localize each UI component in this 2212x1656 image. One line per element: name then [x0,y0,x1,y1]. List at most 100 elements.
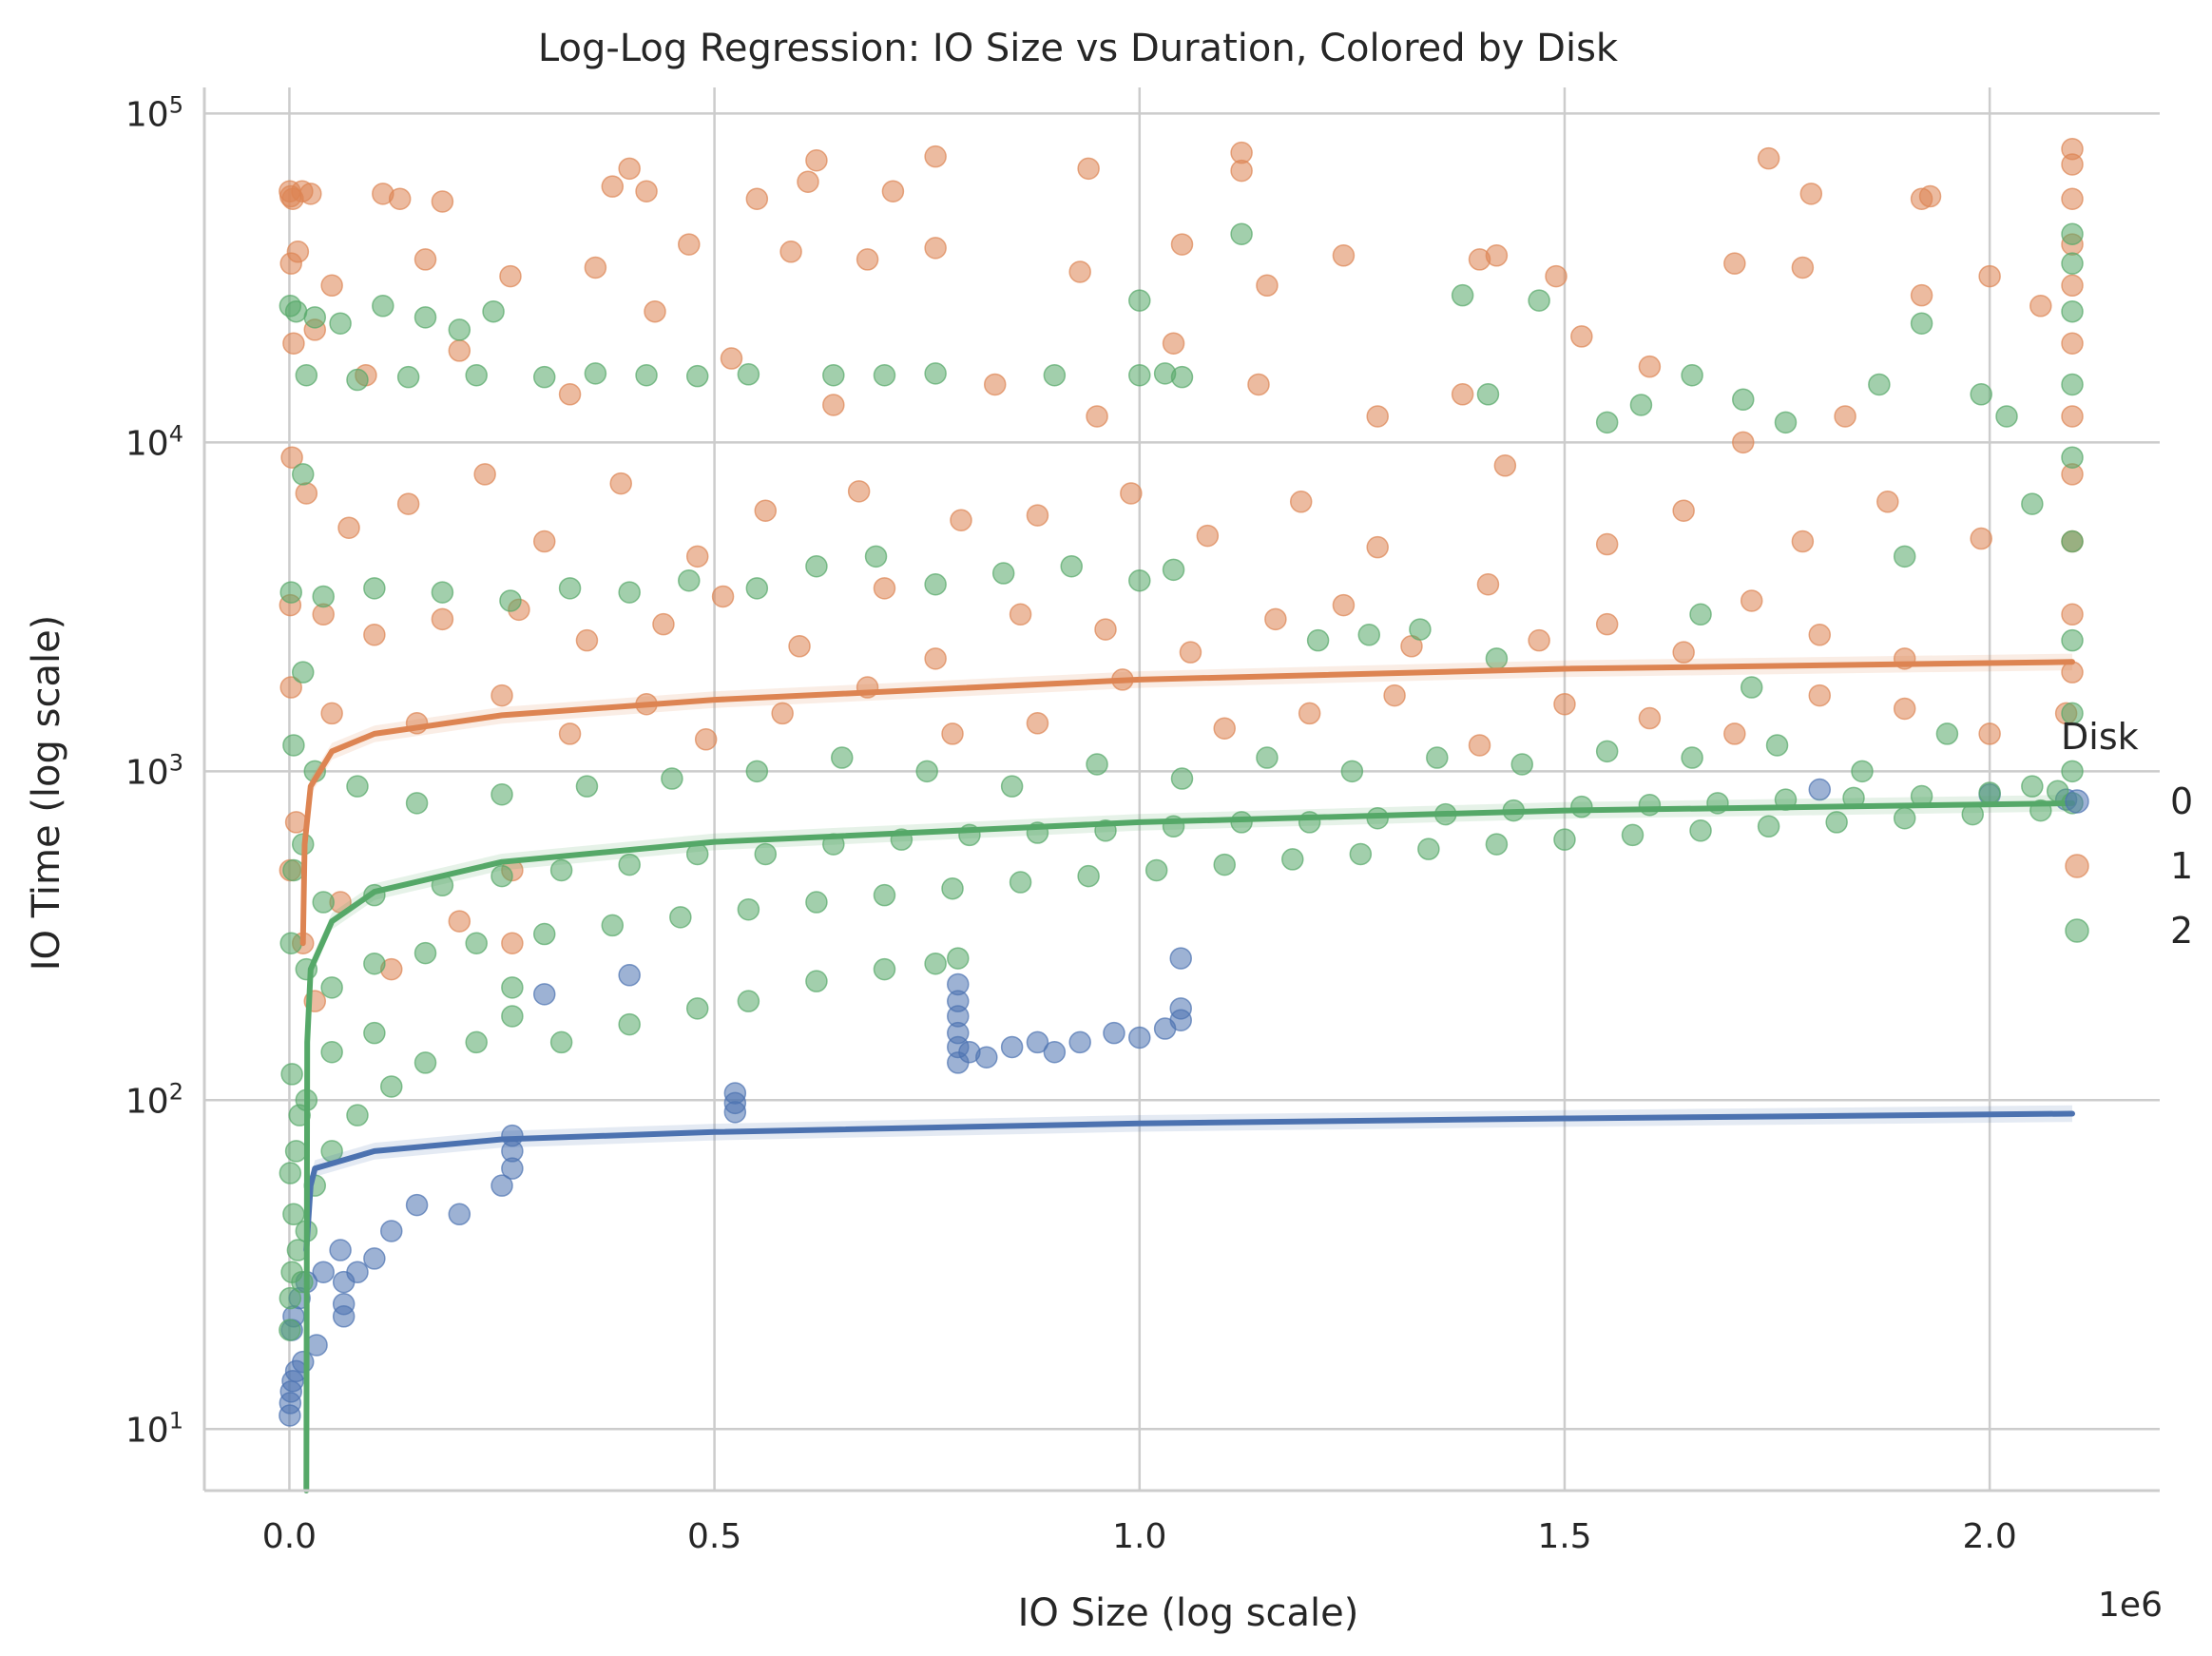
point-disk-2-1 [284,299,308,323]
point-disk-0-19 [405,1193,429,1217]
point-disk-1-4 [299,183,322,205]
point-disk-2-125 [941,876,964,900]
point-disk-1-129 [1893,697,1916,721]
point-disk-2-80 [1681,746,1703,769]
point-disk-2-30 [1774,411,1798,434]
point-disk-1-123 [1383,684,1406,707]
point-disk-1-127 [1723,722,1746,745]
point-disk-0-37 [1026,1030,1049,1054]
point-disk-2-7 [482,299,505,323]
point-disk-2-45 [678,568,701,592]
point-disk-1-82 [1791,530,1815,553]
point-disk-2-12 [532,365,556,389]
y-tick-label-2: 103 [125,749,183,792]
point-disk-0-11 [363,1247,386,1270]
point-disk-1-97 [1094,618,1117,641]
point-disk-2-5 [414,306,437,329]
y-tick-label-3: 104 [125,420,183,463]
point-disk-2-153 [737,990,760,1012]
point-disk-2-132 [1417,838,1440,860]
point-disk-2-165 [346,1104,369,1126]
point-disk-1-71 [754,499,778,522]
point-disk-2-135 [1621,823,1645,847]
point-disk-2-50 [991,562,1015,585]
point-disk-2-28 [1476,383,1500,406]
y-tick-label-1: 102 [125,1078,183,1121]
point-disk-2-49 [924,573,947,596]
point-disk-1-58 [1570,325,1593,348]
point-disk-1-70 [685,545,709,568]
point-disk-1-118 [941,722,964,745]
point-disk-2-150 [549,1030,573,1054]
point-disk-2-8 [295,363,318,387]
point-disk-2-179 [2061,446,2084,469]
point-disk-2-124 [873,883,896,907]
point-disk-2-168 [279,1286,302,1310]
point-disk-1-115 [694,728,718,751]
point-disk-2-65 [405,792,429,815]
point-disk-2-52 [1128,568,1151,592]
regression-line-disk-2 [303,799,2075,1493]
point-disk-1-107 [1808,624,1832,646]
point-disk-1-60 [1732,431,1755,454]
point-disk-1-67 [473,463,496,486]
point-disk-2-18 [873,363,896,387]
point-disk-1-125 [1553,692,1576,716]
point-disk-1-95 [924,647,947,670]
point-disk-1-75 [1120,482,1143,505]
point-disk-1-119 [1026,712,1049,735]
point-disk-0-8 [332,1292,356,1316]
point-disk-2-84 [2021,775,2044,798]
point-disk-2-44 [618,581,641,604]
point-disk-2-56 [1409,618,1432,641]
point-disk-2-78 [1510,753,1533,776]
point-disk-1-63 [280,446,303,469]
x-tick-label-2: 1.0 [1112,1517,1166,1556]
point-disk-1-100 [1332,593,1356,617]
legend-marker-1 [2065,854,2089,878]
point-disk-1-110 [320,702,343,725]
point-disk-2-183 [2061,760,2084,783]
point-disk-2-133 [1485,833,1509,856]
point-disk-1-32 [924,237,947,260]
point-disk-1-68 [532,530,556,553]
point-disk-2-19 [924,362,947,385]
point-disk-2-24 [1230,222,1253,245]
chart-title: Log-Log Regression: IO Size vs Duration,… [538,27,1619,70]
point-disk-2-14 [635,363,658,387]
point-disk-0-33 [947,972,970,996]
point-disk-2-138 [1825,811,1848,834]
point-disk-1-147 [2061,405,2084,428]
point-disk-1-53 [1086,405,1108,428]
point-disk-0-35 [975,1046,998,1069]
point-disk-2-47 [805,554,828,578]
point-disk-2-11 [465,363,488,387]
point-disk-1-39 [1545,264,1568,288]
point-disk-1-43 [1978,264,2001,288]
point-disk-1-36 [1332,244,1356,267]
point-disk-2-29 [1629,394,1653,416]
point-disk-2-118 [465,932,488,954]
point-disk-2-23 [1170,365,1194,389]
point-disk-2-142 [280,1063,303,1086]
point-disk-2-43 [558,577,582,600]
point-disk-2-67 [575,775,599,798]
point-disk-2-17 [822,363,845,387]
point-disk-1-48 [558,383,582,406]
point-disk-1-13 [805,149,828,172]
point-disk-1-145 [2061,274,2084,298]
legend-marker-2 [2065,918,2089,943]
point-disk-1-62 [2029,295,2052,318]
point-disk-2-38 [279,581,302,604]
point-disk-2-40 [363,577,386,600]
point-disk-2-151 [618,1012,641,1036]
point-disk-2-39 [312,585,335,608]
point-disk-1-10 [635,180,658,202]
point-disk-1-30 [779,241,802,263]
point-disk-1-44 [282,332,305,355]
point-disk-2-117 [414,941,437,965]
point-disk-2-131 [1349,842,1373,866]
point-disk-2-178 [2061,373,2084,396]
regression-line-disk-0 [303,1110,2075,1253]
